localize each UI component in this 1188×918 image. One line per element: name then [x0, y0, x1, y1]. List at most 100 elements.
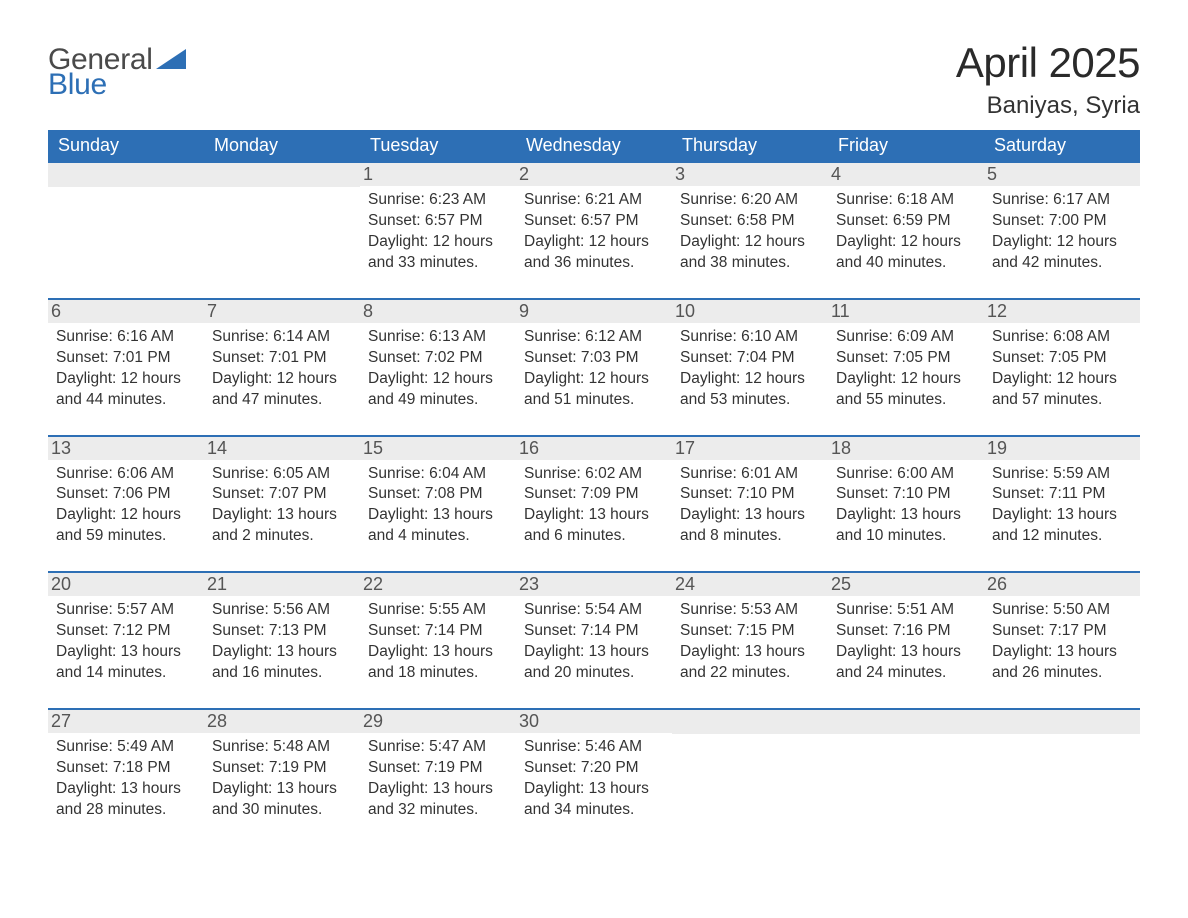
day-cell: 3Sunrise: 6:20 AMSunset: 6:58 PMDaylight…	[672, 162, 828, 299]
day-number: 11	[828, 300, 984, 323]
sunrise-line: Sunrise: 6:02 AM	[524, 464, 664, 485]
sunset-line: Sunset: 6:57 PM	[368, 211, 508, 232]
daylight-line: Daylight: 12 hours and 36 minutes.	[524, 232, 664, 274]
sunrise-line: Sunrise: 5:50 AM	[992, 600, 1132, 621]
sunrise-line: Sunrise: 6:04 AM	[368, 464, 508, 485]
weekday-header: Thursday	[672, 130, 828, 162]
sunset-line: Sunset: 7:16 PM	[836, 621, 976, 642]
sunset-line: Sunset: 7:19 PM	[368, 758, 508, 779]
sunrise-line: Sunrise: 6:12 AM	[524, 327, 664, 348]
daylight-line: Daylight: 12 hours and 38 minutes.	[680, 232, 820, 274]
sunrise-line: Sunrise: 6:21 AM	[524, 190, 664, 211]
sunset-line: Sunset: 7:14 PM	[368, 621, 508, 642]
day-cell: 28Sunrise: 5:48 AMSunset: 7:19 PMDayligh…	[204, 709, 360, 845]
day-number: 17	[672, 437, 828, 460]
daylight-line: Daylight: 13 hours and 22 minutes.	[680, 642, 820, 684]
daylight-line: Daylight: 12 hours and 57 minutes.	[992, 369, 1132, 411]
daylight-line: Daylight: 13 hours and 4 minutes.	[368, 505, 508, 547]
daylight-line: Daylight: 13 hours and 12 minutes.	[992, 505, 1132, 547]
logo: General Blue	[48, 46, 190, 98]
day-number: 8	[360, 300, 516, 323]
sunset-line: Sunset: 7:07 PM	[212, 484, 352, 505]
day-cell: 19Sunrise: 5:59 AMSunset: 7:11 PMDayligh…	[984, 436, 1140, 573]
day-number: 26	[984, 573, 1140, 596]
sunset-line: Sunset: 7:14 PM	[524, 621, 664, 642]
sunrise-line: Sunrise: 6:16 AM	[56, 327, 196, 348]
daylight-line: Daylight: 12 hours and 55 minutes.	[836, 369, 976, 411]
logo-text: General Blue	[48, 46, 153, 98]
sunset-line: Sunset: 7:03 PM	[524, 348, 664, 369]
calendar-body: 1Sunrise: 6:23 AMSunset: 6:57 PMDaylight…	[48, 162, 1140, 844]
sunrise-line: Sunrise: 5:53 AM	[680, 600, 820, 621]
day-number: 5	[984, 163, 1140, 186]
location: Baniyas, Syria	[956, 92, 1140, 120]
sunset-line: Sunset: 7:02 PM	[368, 348, 508, 369]
calendar-table: SundayMondayTuesdayWednesdayThursdayFrid…	[48, 130, 1140, 844]
week-row: 6Sunrise: 6:16 AMSunset: 7:01 PMDaylight…	[48, 299, 1140, 436]
day-number: 9	[516, 300, 672, 323]
sunset-line: Sunset: 7:05 PM	[992, 348, 1132, 369]
day-cell: 7Sunrise: 6:14 AMSunset: 7:01 PMDaylight…	[204, 299, 360, 436]
day-cell: 8Sunrise: 6:13 AMSunset: 7:02 PMDaylight…	[360, 299, 516, 436]
day-number: 30	[516, 710, 672, 733]
sunset-line: Sunset: 7:19 PM	[212, 758, 352, 779]
day-number	[828, 710, 984, 734]
sunrise-line: Sunrise: 6:08 AM	[992, 327, 1132, 348]
sunrise-line: Sunrise: 6:00 AM	[836, 464, 976, 485]
daylight-line: Daylight: 13 hours and 16 minutes.	[212, 642, 352, 684]
day-number: 1	[360, 163, 516, 186]
daylight-line: Daylight: 12 hours and 53 minutes.	[680, 369, 820, 411]
day-cell: 15Sunrise: 6:04 AMSunset: 7:08 PMDayligh…	[360, 436, 516, 573]
sunset-line: Sunset: 7:17 PM	[992, 621, 1132, 642]
sunrise-line: Sunrise: 6:06 AM	[56, 464, 196, 485]
day-number: 14	[204, 437, 360, 460]
weekday-header: Sunday	[48, 130, 204, 162]
daylight-line: Daylight: 13 hours and 2 minutes.	[212, 505, 352, 547]
day-cell: 13Sunrise: 6:06 AMSunset: 7:06 PMDayligh…	[48, 436, 204, 573]
day-number: 25	[828, 573, 984, 596]
day-cell: 4Sunrise: 6:18 AMSunset: 6:59 PMDaylight…	[828, 162, 984, 299]
day-number	[48, 163, 204, 187]
day-cell: 18Sunrise: 6:00 AMSunset: 7:10 PMDayligh…	[828, 436, 984, 573]
sunset-line: Sunset: 7:06 PM	[56, 484, 196, 505]
day-number: 29	[360, 710, 516, 733]
sunrise-line: Sunrise: 6:17 AM	[992, 190, 1132, 211]
day-cell	[984, 709, 1140, 845]
weekday-header: Monday	[204, 130, 360, 162]
day-cell: 17Sunrise: 6:01 AMSunset: 7:10 PMDayligh…	[672, 436, 828, 573]
sunrise-line: Sunrise: 5:48 AM	[212, 737, 352, 758]
day-number: 24	[672, 573, 828, 596]
sunrise-line: Sunrise: 6:05 AM	[212, 464, 352, 485]
day-number	[984, 710, 1140, 734]
day-cell: 25Sunrise: 5:51 AMSunset: 7:16 PMDayligh…	[828, 572, 984, 709]
day-cell: 24Sunrise: 5:53 AMSunset: 7:15 PMDayligh…	[672, 572, 828, 709]
daylight-line: Daylight: 12 hours and 33 minutes.	[368, 232, 508, 274]
daylight-line: Daylight: 13 hours and 10 minutes.	[836, 505, 976, 547]
daylight-line: Daylight: 13 hours and 30 minutes.	[212, 779, 352, 821]
sunrise-line: Sunrise: 6:18 AM	[836, 190, 976, 211]
day-cell: 6Sunrise: 6:16 AMSunset: 7:01 PMDaylight…	[48, 299, 204, 436]
sunrise-line: Sunrise: 5:46 AM	[524, 737, 664, 758]
day-number: 4	[828, 163, 984, 186]
weekday-header: Friday	[828, 130, 984, 162]
day-cell: 29Sunrise: 5:47 AMSunset: 7:19 PMDayligh…	[360, 709, 516, 845]
daylight-line: Daylight: 13 hours and 14 minutes.	[56, 642, 196, 684]
daylight-line: Daylight: 12 hours and 59 minutes.	[56, 505, 196, 547]
day-cell: 30Sunrise: 5:46 AMSunset: 7:20 PMDayligh…	[516, 709, 672, 845]
daylight-line: Daylight: 13 hours and 8 minutes.	[680, 505, 820, 547]
weekday-header: Wednesday	[516, 130, 672, 162]
daylight-line: Daylight: 13 hours and 34 minutes.	[524, 779, 664, 821]
day-cell	[204, 162, 360, 299]
day-number: 19	[984, 437, 1140, 460]
sunrise-line: Sunrise: 5:55 AM	[368, 600, 508, 621]
daylight-line: Daylight: 12 hours and 49 minutes.	[368, 369, 508, 411]
daylight-line: Daylight: 12 hours and 47 minutes.	[212, 369, 352, 411]
day-number: 22	[360, 573, 516, 596]
sunset-line: Sunset: 6:59 PM	[836, 211, 976, 232]
week-row: 13Sunrise: 6:06 AMSunset: 7:06 PMDayligh…	[48, 436, 1140, 573]
day-cell: 5Sunrise: 6:17 AMSunset: 7:00 PMDaylight…	[984, 162, 1140, 299]
sunrise-line: Sunrise: 6:14 AM	[212, 327, 352, 348]
page-header: General Blue April 2025 Baniyas, Syria	[48, 40, 1140, 120]
daylight-line: Daylight: 12 hours and 42 minutes.	[992, 232, 1132, 274]
day-cell: 11Sunrise: 6:09 AMSunset: 7:05 PMDayligh…	[828, 299, 984, 436]
